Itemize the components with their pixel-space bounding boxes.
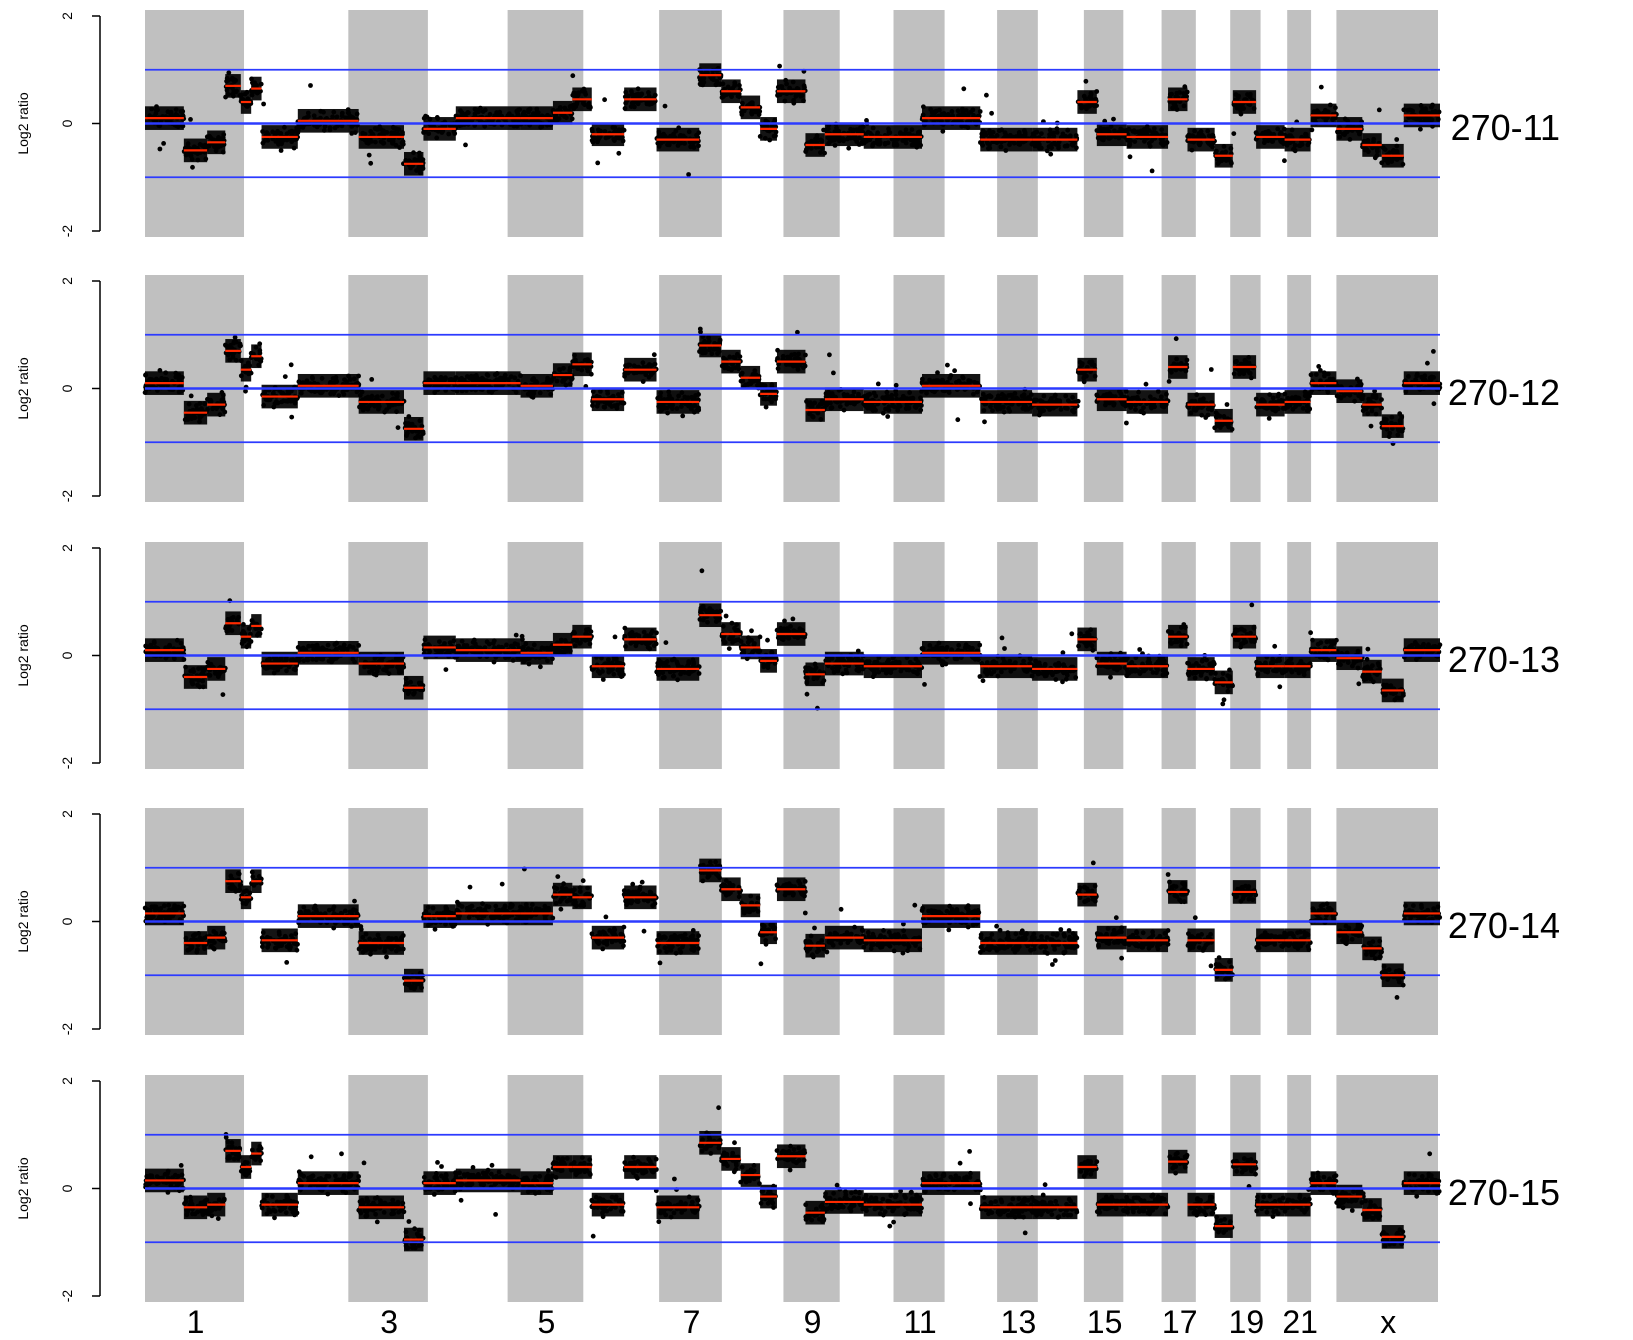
data-point xyxy=(1231,131,1237,137)
data-point xyxy=(831,370,836,376)
data-point xyxy=(1316,364,1322,369)
data-point xyxy=(945,362,950,368)
y-tick-label: -2 xyxy=(59,757,75,770)
data-point xyxy=(226,70,232,76)
data-point xyxy=(570,73,576,79)
data-point xyxy=(827,352,832,358)
y-tick-label: -2 xyxy=(59,225,75,238)
data-point xyxy=(395,425,401,430)
data-point xyxy=(366,152,372,158)
data-point xyxy=(612,634,618,640)
y-tick-label: 0 xyxy=(59,651,75,659)
data-point xyxy=(686,172,691,177)
panel-270-12: 2 0 -2 Log2 ratio 270-12 xyxy=(15,275,1560,502)
data-point xyxy=(595,160,601,166)
data-point xyxy=(699,568,705,574)
data-point xyxy=(188,393,194,399)
data-point xyxy=(1266,416,1272,421)
data-point xyxy=(955,417,961,423)
data-point xyxy=(961,86,967,92)
data-point xyxy=(1048,151,1054,157)
data-point xyxy=(1431,401,1437,407)
data-point xyxy=(697,326,703,332)
y-axis-label: Log2 ratio xyxy=(15,357,31,419)
data-point xyxy=(232,335,238,340)
data-point xyxy=(288,362,294,368)
data-point xyxy=(443,667,449,672)
data-point xyxy=(220,692,226,697)
y-tick-label: 0 xyxy=(59,119,75,127)
data-point xyxy=(513,632,519,638)
y-axis-label: Log2 ratio xyxy=(15,92,31,154)
data-point xyxy=(1368,423,1374,429)
y-axis-label: Log2 ratio xyxy=(15,624,31,686)
panels: 2 0 -2 Log2 ratio 270-11 2 0 -2 Log2 ratio 270-12… xyxy=(15,10,1560,1302)
panel-270-11: 2 0 -2 Log2 ratio 270-11 xyxy=(15,10,1560,237)
data-point xyxy=(1394,137,1400,142)
data-point xyxy=(1425,360,1430,366)
sample-label: 270-12 xyxy=(1448,372,1560,413)
data-point xyxy=(161,141,167,146)
data-point xyxy=(1376,107,1382,113)
y-tick-label: 2 xyxy=(59,277,75,285)
data-point xyxy=(190,164,195,170)
data-point xyxy=(984,92,989,98)
data-point xyxy=(982,419,987,425)
data-point xyxy=(278,148,284,153)
data-point xyxy=(369,377,375,382)
data-point xyxy=(1111,116,1116,122)
data-point xyxy=(616,150,622,156)
data-point xyxy=(875,381,881,387)
data-point xyxy=(602,97,607,103)
data-point xyxy=(519,633,525,639)
data-point xyxy=(1208,367,1214,372)
data-point xyxy=(538,664,543,670)
data-point xyxy=(846,145,852,151)
y-tick-label: 2 xyxy=(59,544,75,552)
data-point xyxy=(1418,126,1423,132)
data-point xyxy=(1127,154,1133,160)
data-point xyxy=(1166,379,1172,384)
data-point xyxy=(1124,420,1129,426)
data-point xyxy=(243,388,248,394)
data-point xyxy=(1075,398,1081,404)
data-point xyxy=(1143,381,1149,387)
data-point xyxy=(662,103,668,109)
data-point xyxy=(940,128,946,134)
data-point xyxy=(885,414,891,419)
y-tick-label: 0 xyxy=(59,384,75,392)
data-point xyxy=(1309,127,1315,133)
data-point xyxy=(1173,336,1179,342)
data-point xyxy=(463,142,468,148)
data-point xyxy=(289,414,295,420)
data-point xyxy=(1224,402,1230,407)
data-point xyxy=(282,374,288,379)
data-point xyxy=(1282,158,1287,164)
data-point xyxy=(680,413,686,419)
y-tick-label: 2 xyxy=(59,12,75,20)
sample-label: 270-11 xyxy=(1451,107,1560,148)
y-tick-label: -2 xyxy=(59,490,75,503)
data-point xyxy=(368,160,374,166)
data-point xyxy=(663,640,669,645)
data-point xyxy=(308,83,313,88)
data-point xyxy=(989,110,994,116)
data-point xyxy=(777,63,782,69)
data-point xyxy=(1083,78,1089,84)
data-point xyxy=(893,382,899,388)
data-point xyxy=(261,101,266,107)
data-point xyxy=(952,368,957,374)
data-point xyxy=(1431,349,1436,354)
data-point xyxy=(1149,168,1155,174)
data-point xyxy=(1318,84,1324,90)
data-point xyxy=(188,117,193,122)
data-point xyxy=(181,657,187,662)
data-point xyxy=(864,118,869,123)
data-point xyxy=(157,146,163,152)
data-point xyxy=(651,352,657,358)
